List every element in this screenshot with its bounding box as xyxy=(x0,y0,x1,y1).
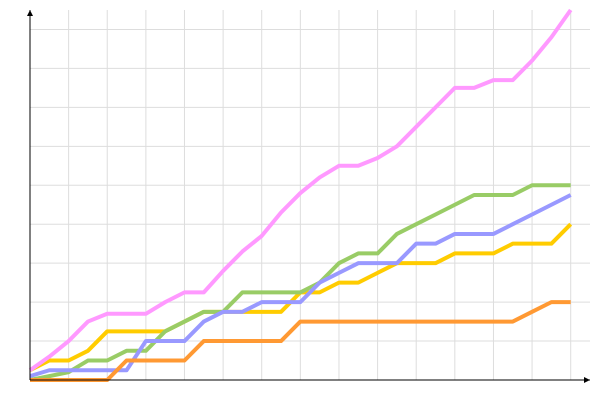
series-line xyxy=(28,8,573,372)
series-line xyxy=(29,183,571,382)
series-line xyxy=(30,300,571,382)
plot-area xyxy=(28,8,573,382)
series-line xyxy=(29,193,572,379)
